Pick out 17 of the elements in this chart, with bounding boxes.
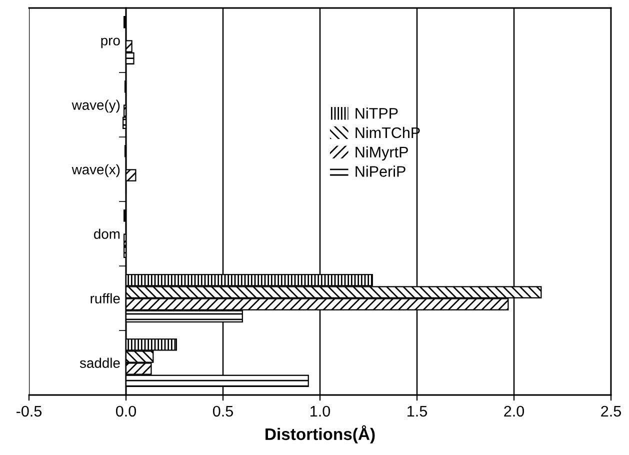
- y-tick-label: saddle: [80, 358, 120, 368]
- x-axis-title: Distortions(Å): [266, 425, 375, 444]
- x-tick-label: 2.5: [601, 406, 621, 417]
- y-tick-label: dom: [94, 228, 120, 239]
- y-tick-label: pro: [101, 38, 120, 48]
- legend-label: NiTPP: [356, 108, 398, 119]
- y-tick-label: ruffle: [90, 293, 120, 304]
- legend-label: NiPeriP: [356, 166, 406, 177]
- x-tick-label: 0.0: [116, 406, 136, 417]
- x-tick-label: 2.0: [504, 406, 524, 417]
- x-tick-label: -0.5: [16, 406, 42, 417]
- legend-label: NiMyrtP: [356, 146, 408, 161]
- y-tick-label: wave(y): [72, 100, 120, 113]
- y-tick-label: wave(x): [72, 164, 120, 178]
- x-tick-label: 1.0: [310, 406, 330, 417]
- x-tick-label: 0.5: [212, 406, 233, 417]
- x-tick-label: 1.5: [408, 406, 427, 417]
